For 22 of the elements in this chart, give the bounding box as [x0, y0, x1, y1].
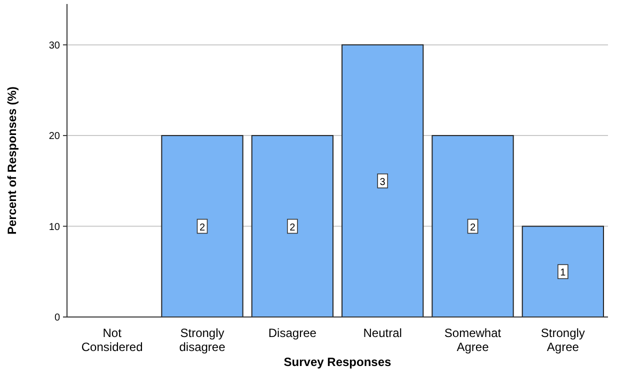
x-tick-label: Neutral: [363, 326, 402, 340]
x-tick-label: Somewhat Agree: [444, 326, 502, 354]
bar: [432, 135, 514, 318]
y-tick-label: 30: [48, 40, 60, 52]
bar: [161, 135, 244, 318]
y-axis-title: Percent of Responses (%): [5, 86, 19, 235]
annotation: 2: [199, 222, 206, 234]
bar: [251, 135, 334, 318]
annotation: 3: [380, 176, 386, 188]
annotation: 2: [290, 222, 296, 234]
x-tick-label: Strongly disagree: [179, 326, 226, 354]
y-tick-label: 0: [54, 312, 60, 324]
bar: [342, 44, 424, 318]
bar: [522, 226, 604, 318]
x-tick-label: Disagree: [268, 326, 317, 340]
annotation: 1: [560, 268, 566, 279]
annotation: 2: [470, 222, 476, 234]
x-tick-label: Strongly Agree: [540, 326, 585, 354]
x-axis-title: Survey Responses: [284, 355, 392, 369]
y-tick-label: 10: [48, 222, 60, 233]
y-tick-label: 20: [48, 131, 60, 142]
x-tick-label: Not Considered: [81, 326, 143, 354]
